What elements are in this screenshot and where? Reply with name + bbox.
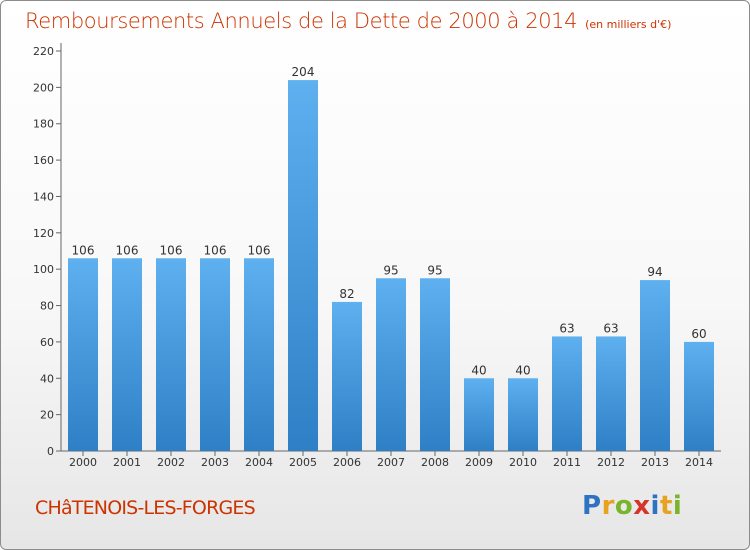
x-tick-label: 2012 [597,456,625,469]
bar-value-label: 40 [515,363,530,377]
bar-value-label: 106 [116,243,139,257]
y-tick-label: 120 [33,227,54,240]
logo-letter-i2: i [672,491,683,521]
bar-value-label: 40 [471,363,486,377]
bar [596,336,626,451]
bar [156,258,186,451]
bar-value-label: 63 [559,321,574,335]
x-tick-label: 2008 [421,456,449,469]
bar-value-label: 82 [339,287,354,301]
bar [640,280,670,451]
y-tick-label: 20 [40,409,54,422]
x-tick-label: 2013 [641,456,669,469]
bar-value-label: 60 [691,327,706,341]
x-tick-label: 2003 [201,456,229,469]
bar [552,336,582,451]
y-tick-label: 180 [33,118,54,131]
bar [376,278,406,451]
y-tick-label: 140 [33,190,54,203]
x-tick-label: 2007 [377,456,405,469]
bar-value-label: 204 [292,65,315,79]
bar [68,258,98,451]
bar [288,80,318,451]
bar [332,301,362,451]
bar [420,278,450,451]
x-tick-label: 2010 [509,456,537,469]
bar [244,258,274,451]
x-tick-label: 2009 [465,456,493,469]
x-tick-label: 2004 [245,456,273,469]
y-tick-label: 100 [33,263,54,276]
y-tick-label: 220 [33,45,54,58]
bar [508,378,538,451]
y-tick-label: 160 [33,154,54,167]
chart-title-block: Remboursements Annuels de la Dette de 20… [25,9,671,33]
bar [464,378,494,451]
y-tick-label: 60 [40,336,54,349]
bar-value-label: 106 [160,243,183,257]
y-tick-label: 80 [40,300,54,313]
bar-value-label: 94 [647,265,662,279]
bar [200,258,230,451]
bar-value-label: 63 [603,321,618,335]
logo-letter-x: x [633,491,651,521]
x-tick-label: 2011 [553,456,581,469]
y-tick-label: 40 [40,372,54,385]
bar-value-label: 95 [427,263,442,277]
x-tick-label: 2000 [69,456,97,469]
bar-value-label: 106 [248,243,271,257]
x-tick-label: 2001 [113,456,141,469]
bar-value-label: 95 [383,263,398,277]
proxiti-logo[interactable]: Proxiti [582,491,682,521]
bar [684,341,714,451]
y-tick-label: 0 [47,445,54,458]
logo-letter-r: r [601,491,615,521]
chart-title: Remboursements Annuels de la Dette de 20… [25,9,578,33]
logo-letter-p: P [582,491,602,521]
logo-letter-t: t [659,491,673,521]
bar-value-label: 106 [72,243,95,257]
x-tick-label: 2006 [333,456,361,469]
logo-letter-o: o [614,491,634,521]
x-tick-label: 2014 [685,456,713,469]
commune-name: CHâTENOIS-LES-FORGES [35,497,256,519]
logo-letter-i: i [650,491,660,521]
x-tick-label: 2002 [157,456,185,469]
y-tick-label: 200 [33,81,54,94]
x-tick-label: 2005 [289,456,317,469]
bar-value-label: 106 [204,243,227,257]
chart-subtitle: (en milliers d'€) [585,18,672,31]
bar [112,258,142,451]
